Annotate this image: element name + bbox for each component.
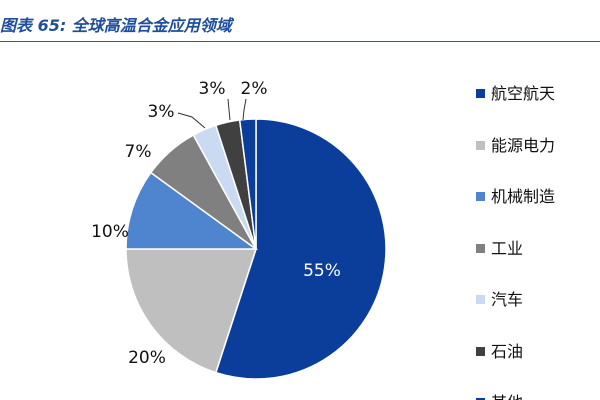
legend-swatch	[476, 192, 485, 201]
pie-slices	[125, 118, 387, 380]
legend-swatch	[476, 346, 485, 356]
data-label-4: 7%	[125, 142, 152, 162]
slice-3	[125, 171, 259, 250]
legend-label: 石油	[491, 341, 524, 361]
legend-label: 汽车	[491, 290, 524, 309]
leader-line-7	[242, 98, 247, 121]
legend-swatch	[476, 243, 485, 253]
legend-swatch	[476, 295, 485, 304]
data-label-3: 10%	[91, 222, 129, 242]
data-label-7: 2%	[241, 79, 268, 99]
data-label-1: 55%	[303, 261, 341, 281]
legend-swatch	[476, 398, 485, 400]
legend-label: 航空航天	[491, 84, 556, 103]
legend-label: 其他	[491, 393, 523, 400]
data-labels: 55% 20% 10% 7% 3% 3% 2%	[91, 79, 341, 368]
slice-2	[125, 248, 258, 374]
data-label-5: 3%	[148, 102, 175, 122]
slice-7	[238, 118, 257, 250]
data-label-2: 20%	[128, 348, 166, 368]
legend-label: 能源电力	[491, 135, 556, 155]
data-label-6: 3%	[199, 79, 226, 99]
legend-swatch	[476, 140, 485, 150]
legend-swatch	[476, 89, 485, 98]
figure-header: 图表 65: 全球高温合金应用领域	[0, 0, 600, 42]
leader-line-6	[227, 98, 231, 121]
slice-1	[214, 118, 387, 380]
legend-label: 工业	[491, 238, 524, 258]
legend-label: 机械制造	[491, 187, 556, 206]
title-divider	[0, 41, 600, 42]
chart-title: 图表 65: 全球高温合金应用领域	[0, 16, 232, 35]
leader-line-5	[177, 112, 206, 129]
leader-lines	[177, 98, 247, 129]
